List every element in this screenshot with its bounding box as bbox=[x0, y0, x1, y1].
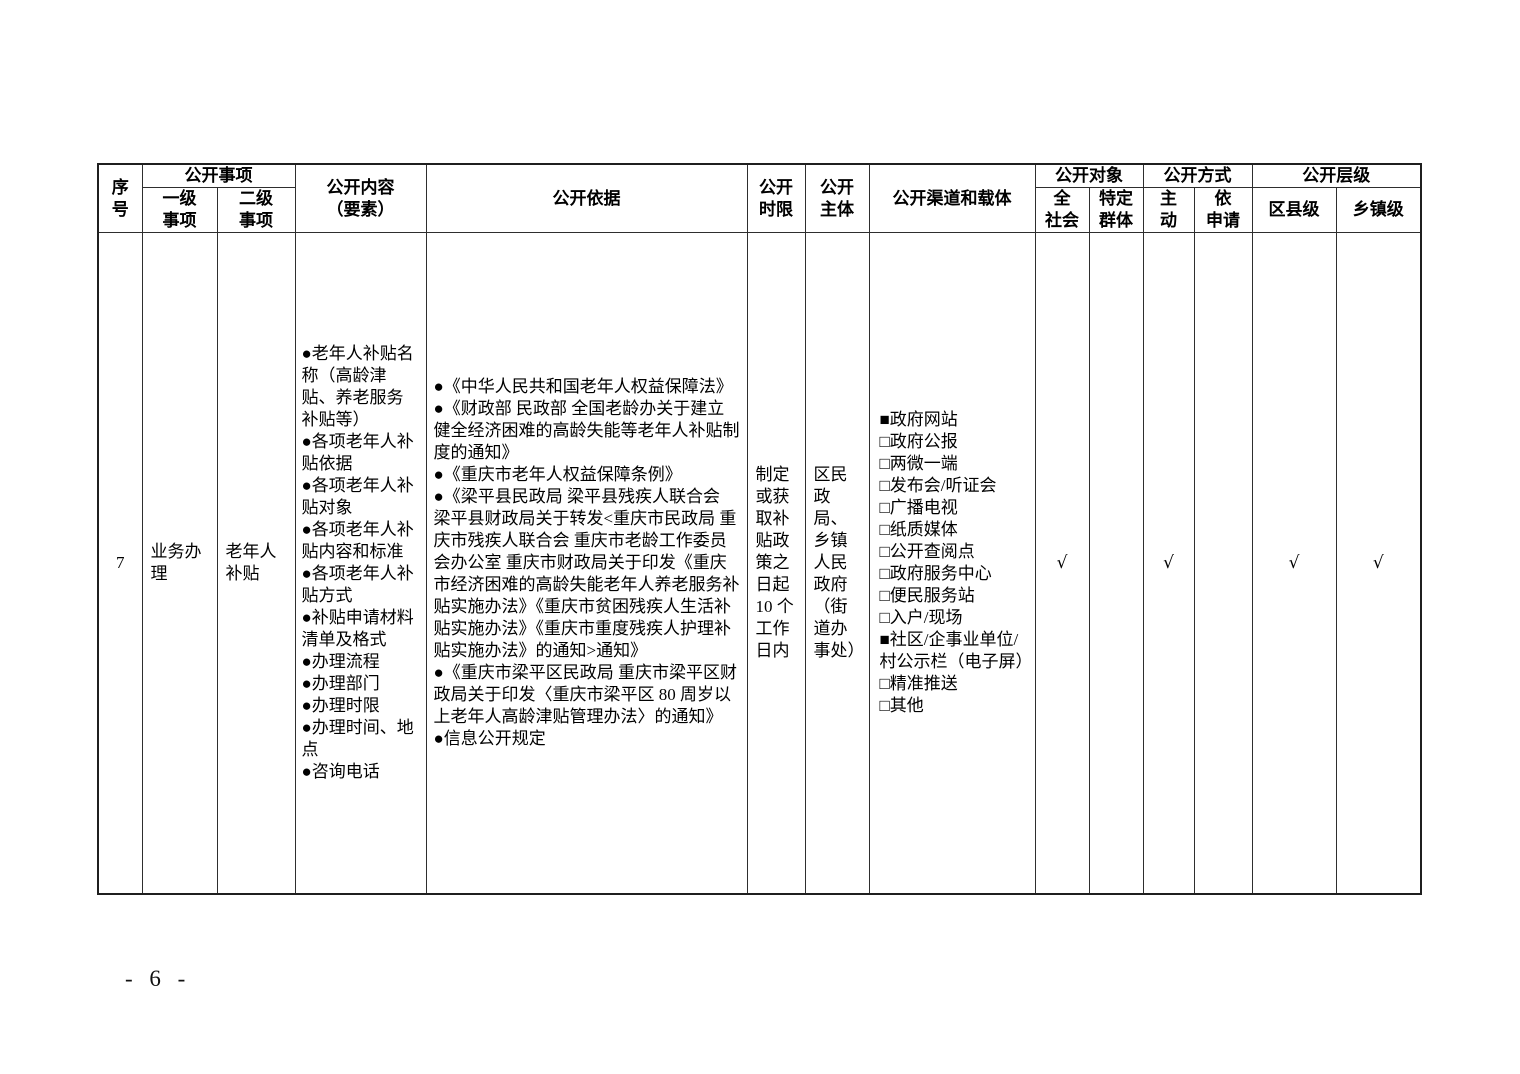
header-gongkai-cengji: 公开层级 bbox=[1251, 163, 1422, 188]
yiju-item: ●《财政部 民政部 全国老龄办关于建立健全经济困难的高龄失能等老年人补贴制度的通… bbox=[433, 398, 740, 462]
neirong-item: ●各项老年人补贴方式 bbox=[301, 563, 414, 605]
erji-shixiang-text: 老年人补贴 bbox=[225, 541, 277, 583]
qudao-list: ■政府网站 □政府公报 □两微一端 □发布会/听证会 □广播电视 □纸质媒体 □公开查阅点 □… bbox=[870, 407, 1034, 719]
cell-check-xiangzhenji: √ bbox=[1335, 232, 1422, 894]
header-gongkai-qudao: 公开渠道和载体 bbox=[868, 163, 1036, 233]
yiju-item: ●《重庆市梁平区民政局 重庆市梁平区财政局关于印发〈重庆市梁平区 80 周岁以上… bbox=[433, 662, 738, 726]
header-gongkai-shixiang: 公开事项 bbox=[141, 163, 296, 188]
qudao-item: □便民服务站 bbox=[879, 585, 975, 605]
header-teding-qunti: 特定 群体 bbox=[1088, 187, 1144, 233]
disclosure-table: 序 号 公开事项 公开内容 （要素） 公开依据 公开 时限 公开 主体 公开渠道… bbox=[97, 163, 1422, 895]
cell-check-yishenqing bbox=[1193, 232, 1253, 894]
header-gongkai-shixian: 公开 时限 bbox=[746, 163, 806, 233]
cell-check-quanshehui: √ bbox=[1034, 232, 1090, 894]
cell-check-zhudong: √ bbox=[1142, 232, 1195, 894]
qudao-item: □政府服务中心 bbox=[879, 563, 992, 583]
qudao-item: □两微一端 bbox=[879, 453, 958, 473]
qudao-item: □公开查阅点 bbox=[879, 541, 975, 561]
header-yiji-shixiang: 一级 事项 bbox=[141, 187, 218, 233]
neirong-item: ●各项老年人补贴依据 bbox=[301, 431, 414, 473]
qudao-item: □纸质媒体 bbox=[879, 519, 958, 539]
header-gongkai-fangshi: 公开方式 bbox=[1142, 163, 1253, 188]
neirong-item: ●办理时限 bbox=[301, 695, 380, 715]
header-gongkai-duixiang: 公开对象 bbox=[1034, 163, 1144, 188]
neirong-item: ●办理流程 bbox=[301, 651, 380, 671]
cell-xuhao: 7 bbox=[97, 232, 143, 894]
cell-gongkai-qudao: ■政府网站 □政府公报 □两微一端 □发布会/听证会 □广播电视 □纸质媒体 □公开查阅点 □… bbox=[868, 232, 1036, 894]
header-erji-shixiang: 二级 事项 bbox=[216, 187, 296, 233]
neirong-item: ●办理部门 bbox=[301, 673, 380, 693]
neirong-item: ●办理时间、地点 bbox=[301, 717, 414, 759]
header-gongkai-zhuti: 公开 主体 bbox=[804, 163, 870, 233]
header-zhudong: 主 动 bbox=[1142, 187, 1195, 233]
neirong-item: ●各项老年人补贴对象 bbox=[301, 475, 414, 517]
header-gongkai-yiju: 公开依据 bbox=[425, 163, 748, 233]
cell-gongkai-zhuti: 区民政局、乡镇人民政府（街道办事处） bbox=[804, 232, 870, 894]
qudao-item: □精准推送 bbox=[879, 673, 958, 693]
qudao-item: □广播电视 bbox=[879, 497, 958, 517]
qudao-item: □入户/现场 bbox=[879, 607, 963, 627]
page-number: - 6 - bbox=[125, 966, 187, 991]
yiju-list: ●《中华人民共和国老年人权益保障法》 ●《财政部 民政部 全国老龄办关于建立健全经… bbox=[427, 374, 746, 752]
cell-gongkai-neirong: ●老年人补贴名称（高龄津贴、养老服务补贴等） ●各项老年人补贴依据 ●各项老年人补贴… bbox=[294, 232, 427, 894]
qudao-item: □其他 bbox=[879, 695, 924, 715]
yiju-item: ●信息公开规定 bbox=[433, 728, 546, 748]
qudao-item: ■政府网站 bbox=[879, 409, 958, 429]
zhuti-text: 区民政局、乡镇人民政府（街道办事处） bbox=[813, 464, 865, 660]
yiju-item: ●《中华人民共和国老年人权益保障法》 bbox=[433, 376, 733, 396]
cell-check-teding bbox=[1088, 232, 1144, 894]
neirong-item: ●咨询电话 bbox=[301, 761, 380, 781]
cell-check-quxianji: √ bbox=[1251, 232, 1337, 894]
qudao-item: □政府公报 bbox=[879, 431, 958, 451]
header-xiangzhen-ji: 乡镇级 bbox=[1335, 187, 1422, 233]
header-xuhao: 序 号 bbox=[97, 163, 143, 233]
header-quan-shehui: 全 社会 bbox=[1034, 187, 1090, 233]
neirong-list: ●老年人补贴名称（高龄津贴、养老服务补贴等） ●各项老年人补贴依据 ●各项老年人补贴… bbox=[296, 341, 425, 785]
header-gongkai-neirong: 公开内容 （要素） bbox=[294, 163, 427, 233]
qudao-item: ■社区/企事业单位/村公示栏（电子屏） bbox=[879, 629, 1033, 671]
yiju-item: ●《重庆市老年人权益保障条例》 bbox=[433, 464, 682, 484]
yiji-shixiang-text: 业务办理 bbox=[150, 541, 202, 583]
header-quxian-ji: 区县级 bbox=[1251, 187, 1337, 233]
neirong-item: ●各项老年人补贴内容和标准 bbox=[301, 519, 414, 561]
cell-gongkai-shixian: 制定或获取补贴政策之日起 10 个工作日内 bbox=[746, 232, 806, 894]
yiju-item: ●《梁平县民政局 梁平县残疾人联合会 梁平县财政局关于转发<重庆市民政局 重庆市… bbox=[433, 486, 740, 660]
neirong-item: ●补贴申请材料清单及格式 bbox=[301, 607, 414, 649]
cell-erji-shixiang: 老年人补贴 bbox=[216, 232, 296, 894]
neirong-item: ●老年人补贴名称（高龄津贴、养老服务补贴等） bbox=[301, 343, 414, 429]
header-yi-shenqing: 依 申请 bbox=[1193, 187, 1253, 233]
shixian-text: 制定或获取补贴政策之日起 10 个工作日内 bbox=[755, 464, 794, 660]
cell-gongkai-yiju: ●《中华人民共和国老年人权益保障法》 ●《财政部 民政部 全国老龄办关于建立健全经… bbox=[425, 232, 748, 894]
qudao-item: □发布会/听证会 bbox=[879, 475, 997, 495]
cell-yiji-shixiang: 业务办理 bbox=[141, 232, 218, 894]
